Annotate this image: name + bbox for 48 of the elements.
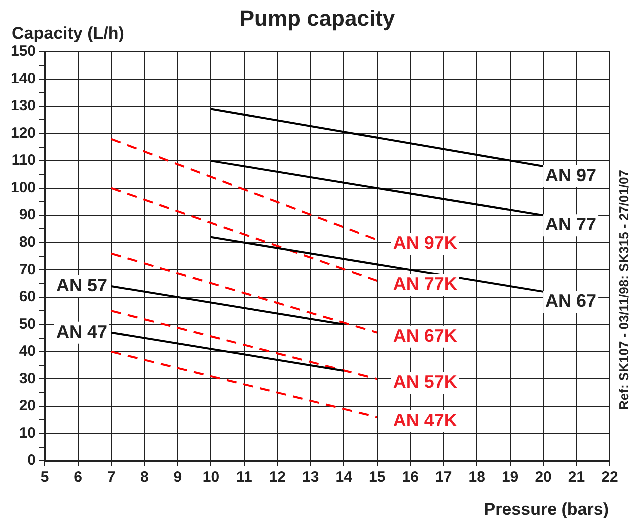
y-tick-label: 110 [12,152,36,170]
y-tick-label: 60 [19,288,36,306]
y-tick-label: 30 [19,370,36,388]
x-tick-label: 18 [468,469,486,486]
y-tick-label: 80 [19,234,36,252]
series-label: AN 97 [546,165,597,186]
x-tick-label: 8 [140,469,149,486]
x-tick-label: 12 [269,469,286,486]
series-label: AN 97K [393,233,458,254]
y-tick-label: 40 [19,343,36,360]
series-label: AN 77 [546,214,597,235]
y-tick-label: 20 [19,398,36,415]
x-tick-label: 17 [435,469,452,486]
y-tick-label: 130 [10,98,36,115]
x-tick-label: 20 [535,469,552,486]
series-label: AN 47K [393,410,458,430]
y-axis-title: Capacity (L/h) [12,24,124,44]
x-axis-title: Pressure (bars) [484,500,609,520]
y-tick-label: 150 [10,43,36,60]
x-tick-label: 6 [74,469,82,486]
y-tick-label: 120 [10,124,36,142]
series-label: AN 77K [393,274,458,294]
x-tick-label: 9 [174,469,182,486]
series-label: AN 67 [546,290,597,311]
y-tick-label: 50 [19,316,36,333]
x-tick-label: 7 [107,469,116,486]
y-tick-label: 0 [28,452,36,470]
y-tick-label: 90 [19,206,36,224]
x-tick-label: 5 [40,469,50,486]
x-tick-label: 15 [369,469,386,486]
x-tick-label: 10 [202,469,220,486]
x-tick-label: 21 [568,469,586,486]
x-tick-label: 11 [236,469,252,486]
series-label: AN 57 [56,275,108,296]
y-tick-label: 10 [19,424,36,442]
series-label: AN 47 [56,322,108,342]
y-tick-label: 140 [10,70,36,88]
x-tick-label: 13 [302,469,320,486]
x-tick-label: 19 [502,469,519,486]
y-tick-label: 100 [10,179,36,196]
y-tick-label: 70 [19,261,36,278]
x-tick-label: 22 [602,469,618,486]
series-label: AN 57K [393,372,458,392]
x-tick-label: 16 [402,469,419,486]
x-tick-label: 14 [336,469,354,486]
series-label: AN 67K [393,326,458,346]
chart-title: Pump capacity [240,6,396,31]
text: Ref: SK107 - 03/11/98: SK315 - 27/01/07 [616,170,632,410]
